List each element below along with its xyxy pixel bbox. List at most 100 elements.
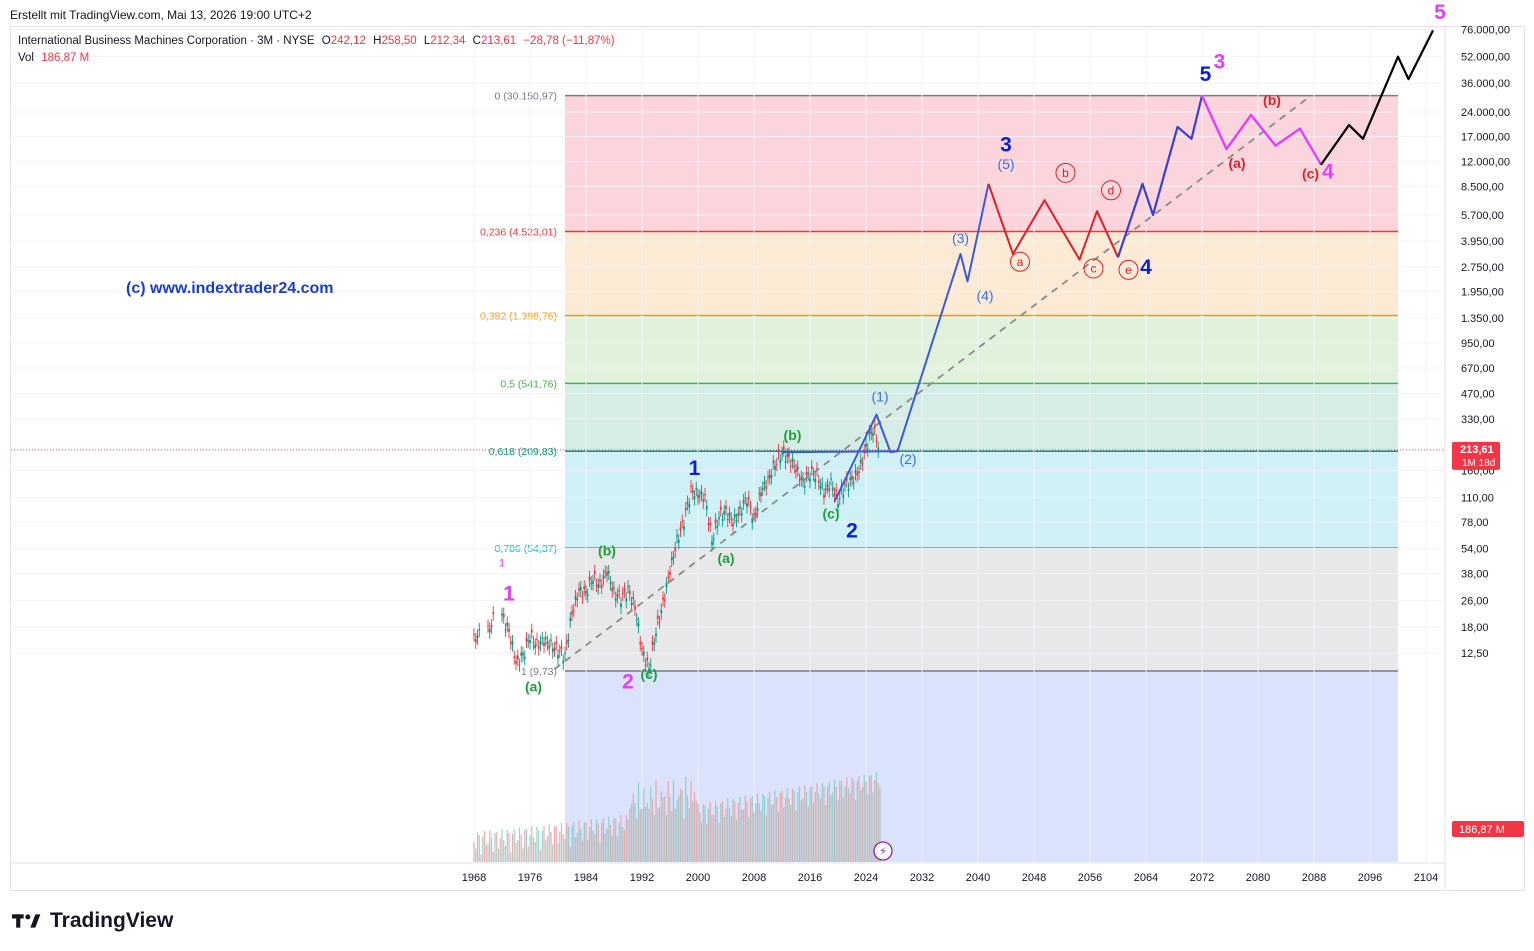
price-candle	[837, 503, 839, 508]
price-candle	[807, 472, 810, 474]
wave-label: 1	[503, 583, 515, 606]
price-candle	[707, 523, 710, 525]
volume-bar	[716, 806, 718, 862]
fib-label-0: 0 (30.150,97)	[495, 91, 557, 103]
price-candle	[814, 478, 817, 483]
fib-band-0.382	[565, 315, 1398, 384]
event-icon	[873, 841, 893, 861]
volume-bar	[585, 822, 587, 862]
volume-bar	[690, 781, 692, 862]
volume-bar	[632, 793, 634, 862]
volume-bar	[679, 788, 682, 862]
price-candle	[772, 461, 775, 464]
volume-bar	[828, 781, 830, 862]
volume-bar	[807, 806, 809, 862]
price-candle	[474, 639, 477, 643]
volume-bar	[480, 854, 482, 862]
volume-bar	[497, 848, 500, 862]
price-candle	[844, 484, 846, 486]
price-tag	[1452, 441, 1500, 470]
volume-bar	[860, 790, 862, 862]
volume-bar	[599, 842, 601, 862]
price-candle	[607, 571, 610, 574]
fib-band-0.786	[565, 547, 1398, 672]
y-tick-label: 52.000,00	[1461, 52, 1510, 64]
wave-5-path	[1116, 95, 1204, 258]
volume-bar	[791, 788, 794, 862]
price-candle	[677, 540, 680, 543]
volume-bar	[604, 833, 606, 862]
volume-bar	[609, 824, 612, 862]
volume-bar	[874, 780, 876, 862]
volume-bar	[800, 800, 802, 862]
volume-bar	[667, 780, 669, 862]
price-candle	[872, 433, 874, 436]
volume-bar	[742, 809, 745, 862]
price-candle	[546, 641, 549, 645]
price-candle	[588, 576, 591, 581]
price-tag-countdown: 1M 18d	[1462, 458, 1495, 469]
volume-bar	[606, 828, 608, 862]
price-candle	[723, 511, 726, 515]
fib-label-0.236: 0,236 (4.523,01)	[480, 226, 557, 238]
volume-bar	[539, 849, 542, 862]
price-candle	[796, 466, 799, 470]
fib-label-0.5: 0,5 (541,76)	[500, 378, 557, 390]
price-candle	[567, 639, 570, 642]
wave-label: 5	[1434, 1, 1446, 24]
price-candle	[865, 443, 867, 447]
volume-bar	[655, 780, 657, 862]
volume-bar	[739, 796, 741, 862]
y-tick-label: 330,00	[1461, 414, 1495, 426]
tradingview-brand[interactable]: TradingView	[12, 909, 173, 933]
volume-bar	[844, 786, 846, 862]
wave-label: 5	[1200, 63, 1212, 86]
x-tick-label: 2064	[1134, 872, 1158, 884]
volume-bar	[723, 817, 725, 862]
price-candle	[630, 602, 633, 605]
volume-bar	[674, 808, 676, 862]
price-candle	[565, 640, 568, 644]
x-tick-label: 2096	[1358, 872, 1382, 884]
volume-bar	[545, 840, 547, 862]
volume-bar	[758, 803, 760, 862]
wave-label: (a)	[1228, 155, 1245, 171]
price-candle	[870, 431, 873, 434]
volume-bar	[602, 818, 605, 862]
volume-bar	[608, 816, 610, 862]
volume-bar	[490, 837, 493, 862]
volume-bar	[872, 792, 874, 862]
wave-label: 1	[689, 457, 701, 480]
wave-circle	[1083, 258, 1104, 279]
price-candle	[665, 583, 668, 587]
volume-bar	[695, 800, 697, 862]
price-candle	[529, 639, 531, 644]
volume-bar	[611, 836, 613, 862]
volume-bar	[517, 840, 519, 862]
volume-bar	[702, 804, 704, 862]
open-value: 242,12	[330, 35, 366, 47]
price-candle	[625, 598, 628, 602]
volume-bar	[720, 803, 722, 862]
volume-bar	[489, 830, 491, 862]
change-value: −28,78 (−11,87%)	[523, 35, 615, 47]
price-candle	[492, 611, 495, 615]
volume-bar	[751, 796, 753, 862]
price-candle	[539, 641, 542, 645]
price-candle	[835, 489, 838, 491]
wave-label: 3	[1000, 134, 1012, 157]
price-candle	[688, 504, 691, 508]
volume-bar	[704, 805, 706, 862]
price-candle	[488, 628, 491, 633]
wave-label: b	[1062, 166, 1069, 180]
price-candle	[718, 517, 720, 520]
price-candle	[571, 611, 573, 615]
price-candle	[511, 641, 514, 645]
volume-bar	[618, 822, 620, 862]
y-tick-label: 12.000,00	[1461, 157, 1510, 169]
volume-bar	[681, 790, 683, 862]
x-tick-label: 2016	[798, 872, 822, 884]
wave-projection	[11, 29, 1445, 670]
volume-pane	[473, 771, 881, 862]
